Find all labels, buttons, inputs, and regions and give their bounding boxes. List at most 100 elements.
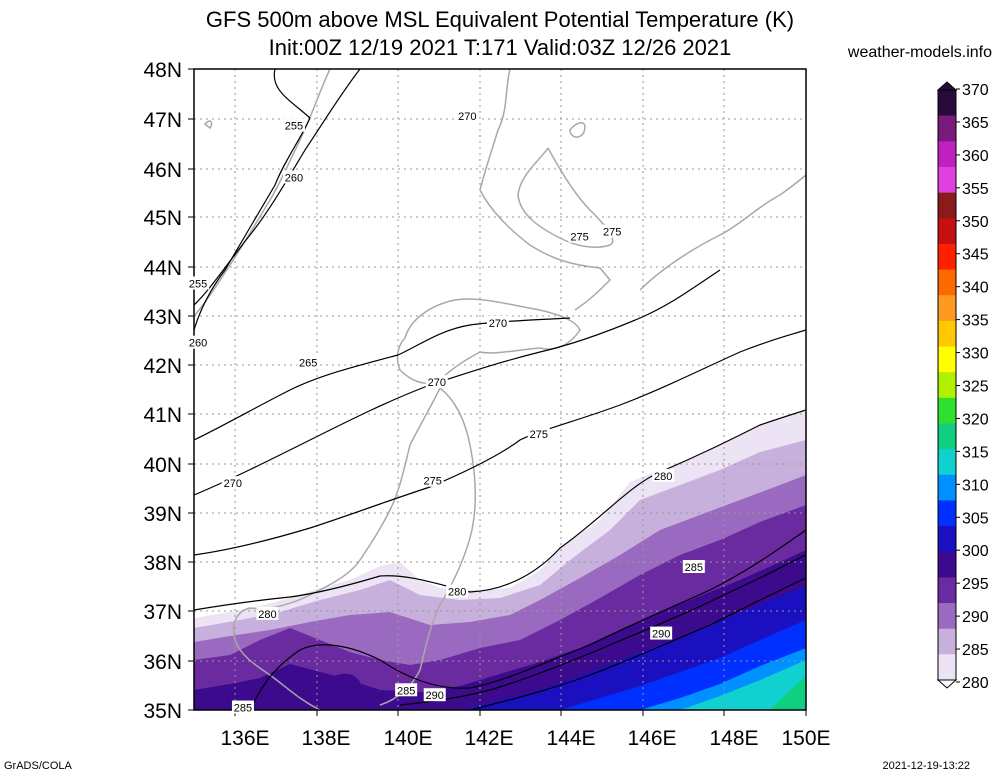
lat-label: 43N [143,306,182,329]
colorbar-swatch [938,166,956,194]
lat-label: 45N [143,207,182,230]
footer-timestamp: 2021-12-19-13:22 [882,760,970,772]
contour-label: 270 [489,318,507,330]
colorbar-swatch [938,90,956,117]
colorbar-swatch [938,269,956,296]
colorbar-label: 350 [962,214,989,231]
lat-label: 41N [143,404,182,427]
contour-label: 275 [530,429,548,441]
contour-label: 270 [458,111,476,123]
colorbar-label: 335 [962,313,989,330]
lon-label: 138E [301,727,350,750]
contour-label: 290 [652,629,670,641]
contour-label-bg [650,626,673,640]
contour-label-bg [601,224,624,238]
lon-label: 136E [220,727,269,750]
colorbar-label: 290 [962,609,989,626]
contour-label-bg [682,560,705,574]
lat-labels: 48N 47N 46N 45N 44N 43N 42N 41N 40N 39N … [143,59,182,723]
lon-labels: 136E 138E 140E 142E 144E 146E 148E 150E [220,727,830,750]
lat-label: 38N [143,552,182,575]
colorbar-swatch [938,141,956,168]
contour-label: 275 [424,476,442,488]
lat-label: 44N [143,257,182,280]
map-frame [193,68,807,711]
lon-label: 148E [709,727,758,750]
lon-label: 150E [781,727,830,750]
colorbar-label: 370 [962,82,989,99]
contour-label-bg [282,170,305,184]
lat-label: 35N [143,700,182,723]
lon-label: 144E [546,727,595,750]
contour-label: 285 [234,703,252,715]
contour-label: 260 [285,172,303,184]
contour-label: 280 [258,609,276,621]
colorbar-swatch [938,243,956,271]
contour-label-bg [256,606,279,620]
colorbar-label: 320 [962,411,989,428]
contour-label-bg [446,584,469,598]
contour-label-bg [423,688,446,702]
colorbar-label: 285 [962,642,989,659]
colorbar-labels: 370 365 360 355 350 345 340 335 330 325 320 315 310 3… [956,82,989,692]
colorbar-max-arrow [936,81,958,91]
colorbar-swatch [938,397,956,424]
lon-label: 146E [627,727,676,750]
contour-label: 270 [428,377,446,389]
axis-ticks [188,68,807,716]
contour-label-bg [568,229,591,243]
colorbar [936,81,958,689]
colorbar-label: 300 [962,543,989,560]
contour-label: 265 [299,357,317,369]
colorbar-swatch [938,628,956,655]
colorbar-min-arrow [936,679,958,689]
colorbar-swatch [938,577,956,604]
colorbar-swatch [938,320,956,348]
contour-label-bg [486,315,509,329]
contour-label: 255 [285,121,303,133]
colorbar-label: 360 [962,148,989,165]
lat-label: 40N [143,454,182,477]
colorbar-label: 365 [962,115,989,132]
contour-label: 285 [397,685,415,697]
contour-label-bg [221,476,244,490]
colorbar-label: 355 [962,181,989,198]
colorbar-swatch [938,551,956,578]
colorbar-swatch [938,449,956,476]
contour-label-bg [297,355,320,369]
colorbar-swatch [938,218,956,245]
colorbar-swatch [938,654,956,681]
colorbar-label: 325 [962,379,989,396]
colorbar-swatch [938,500,956,527]
shaded-field [194,410,806,710]
colorbar-swatch [938,474,956,501]
contour-label-bg [395,683,418,697]
lat-label: 48N [143,59,182,82]
colorbar-label: 345 [962,247,989,264]
contour-label-bg [456,108,479,122]
contour-label: 275 [570,232,588,244]
colorbar-label: 305 [962,510,989,527]
contour-label-bg [652,468,675,482]
contour-label: 285 [685,562,703,574]
colorbar-swatch [938,423,956,450]
colorbar-swatch [938,346,956,373]
lat-label: 42N [143,355,182,378]
lat-label: 37N [143,601,182,624]
footer-software: GrADS/COLA [4,760,72,772]
contour-label-bg [231,700,254,714]
contour-label: 260 [189,338,207,350]
contour-label: 280 [654,471,672,483]
contour-label: 290 [426,690,444,702]
colorbar-label: 280 [962,675,989,692]
lon-label: 142E [464,727,513,750]
contour-label-bg [187,335,210,349]
contour-label-bg [421,473,444,487]
lat-label: 36N [143,651,182,674]
colorbar-label: 330 [962,346,989,363]
contour-label-bg [425,375,448,389]
colorbar-label: 295 [962,576,989,593]
contour-labels: 255 260 255 260 265 270 270 270 275 275 275 275 270 2… [187,108,705,715]
contour-label: 255 [189,278,207,290]
